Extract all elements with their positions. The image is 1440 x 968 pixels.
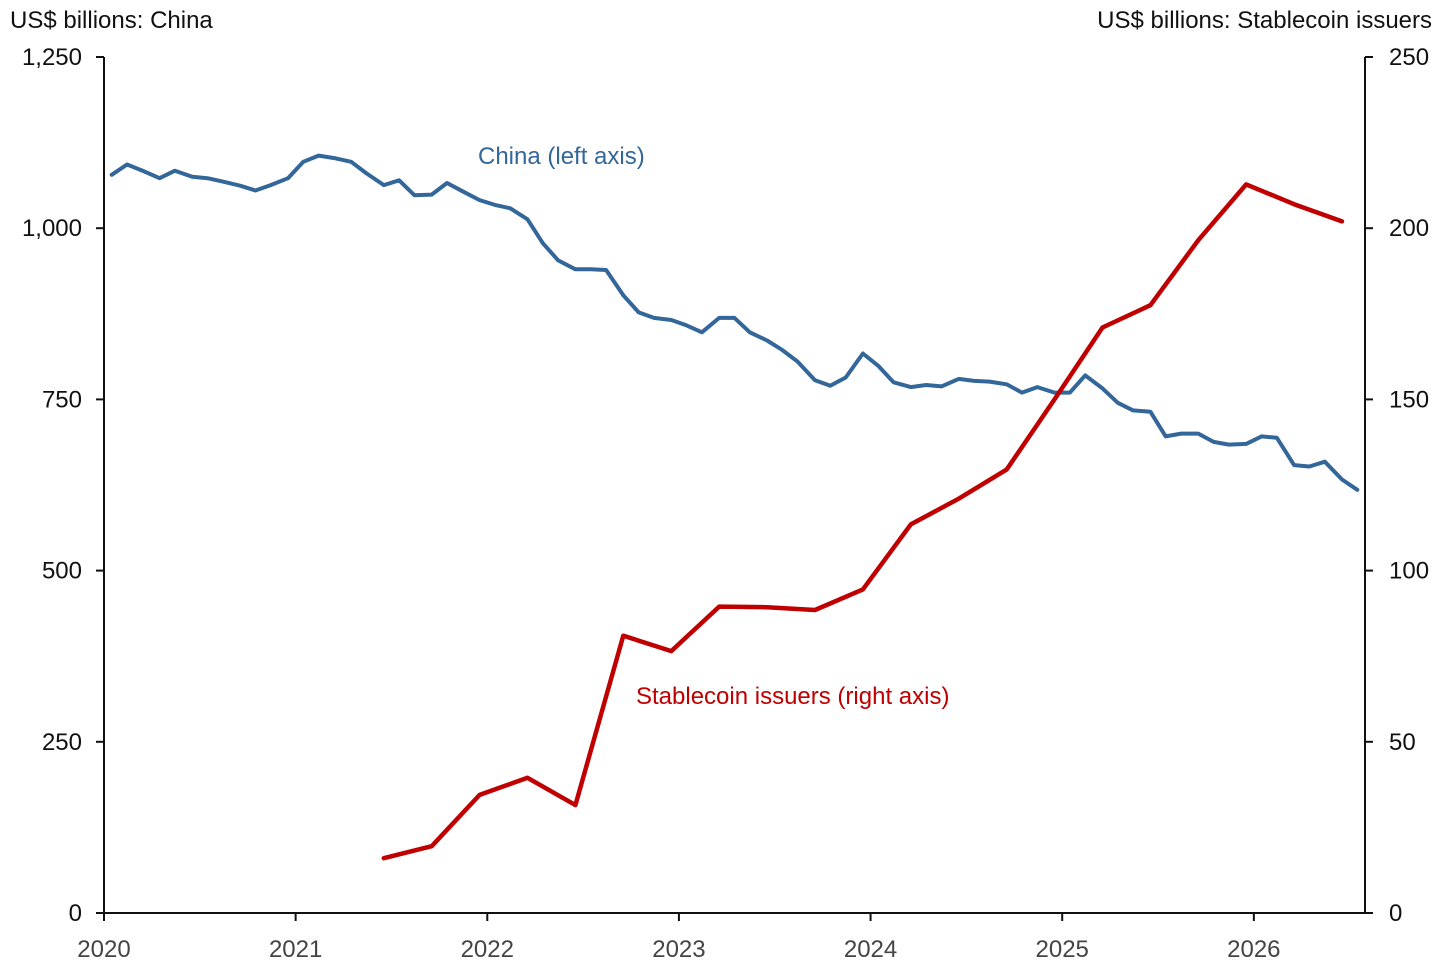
series-layer xyxy=(109,153,1360,861)
left-y-axis: 0 250 500 750 1,000 1,250 xyxy=(22,44,105,927)
series-line-stablecoin-issuers xyxy=(381,182,1345,861)
right-tick-label: 100 xyxy=(1389,558,1429,585)
right-tick-label: 200 xyxy=(1389,215,1429,242)
x-tick-label: 2022 xyxy=(461,936,514,963)
left-tick-label: 750 xyxy=(42,386,82,413)
left-tick-label: 1,000 xyxy=(22,215,82,242)
x-tick-label: 2021 xyxy=(269,936,322,963)
series-label-china: China (left axis) xyxy=(478,143,645,170)
x-tick-label: 2026 xyxy=(1227,936,1280,963)
left-tick-label: 1,250 xyxy=(22,44,82,71)
x-tick-label: 2025 xyxy=(1036,936,1089,963)
right-tick-label: 150 xyxy=(1389,386,1429,413)
x-tick-label: 2024 xyxy=(844,936,897,963)
left-axis-title: US$ billions: China xyxy=(10,7,213,34)
series-label-stablecoin: Stablecoin issuers (right axis) xyxy=(636,683,949,710)
series-line-china xyxy=(109,153,1360,492)
left-tick-label: 0 xyxy=(69,900,82,927)
right-axis-title: US$ billions: Stablecoin issuers xyxy=(1097,7,1432,34)
right-tick-label: 0 xyxy=(1389,900,1402,927)
x-axis: 2020 2021 2022 2023 2024 2025 2026 xyxy=(77,912,1365,963)
right-tick-label: 250 xyxy=(1389,44,1429,71)
x-tick-label: 2020 xyxy=(77,936,130,963)
right-y-axis: 0 50 100 150 200 250 xyxy=(1364,44,1429,927)
right-tick-label: 50 xyxy=(1389,729,1416,756)
left-tick-label: 500 xyxy=(42,558,82,585)
left-tick-label: 250 xyxy=(42,729,82,756)
x-tick-label: 2023 xyxy=(652,936,705,963)
